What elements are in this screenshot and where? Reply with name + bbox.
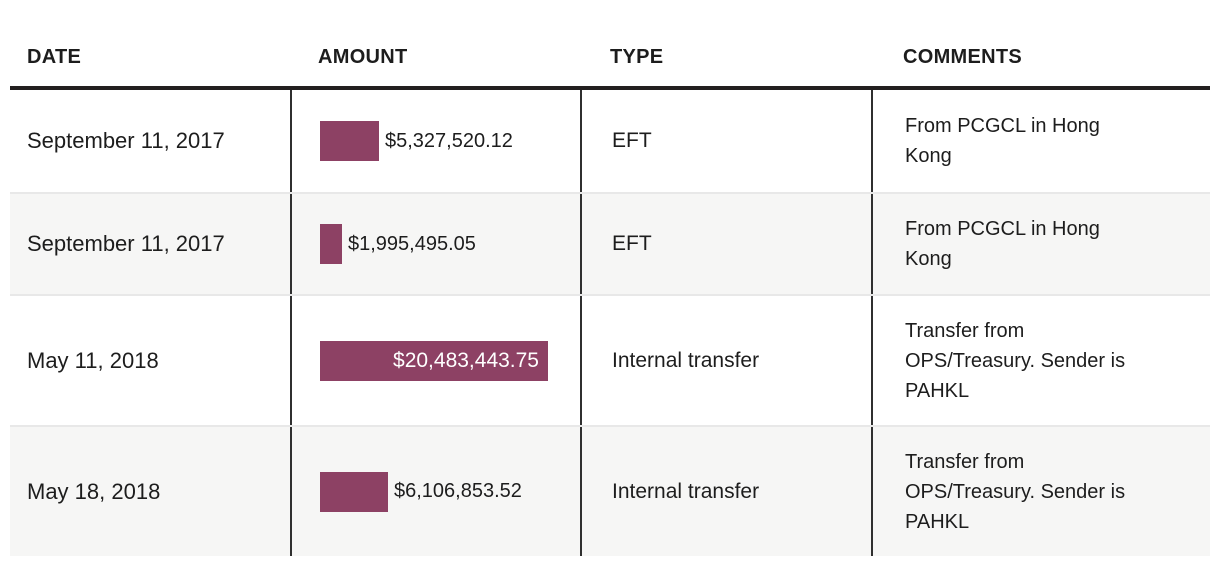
date-cell: September 11, 2017 — [10, 194, 290, 294]
comments-value: Transfer from OPS/Treasury. Sender is PA… — [905, 319, 1126, 402]
comments-value: From PCGCL in Hong Kong — [905, 218, 1100, 270]
date-cell: May 18, 2018 — [10, 427, 290, 556]
amount-cell: $5,327,520.12 $5,327,520.12 — [290, 90, 580, 192]
date-value: September 11, 2017 — [27, 128, 225, 153]
comments-cell: Transfer from OPS/Treasury. Sender is PA… — [871, 427, 1210, 556]
amount-bar-group: $1,995,495.05 $1,995,495.05 — [320, 224, 476, 264]
comments-cell: Transfer from OPS/Treasury. Sender is PA… — [871, 296, 1210, 425]
table-body: September 11, 2017 $5,327,520.12 $5,327,… — [10, 90, 1210, 556]
amount-bar: $6,106,853.52 — [320, 471, 388, 512]
date-cell: September 11, 2017 — [10, 90, 290, 192]
amount-cell: $20,483,443.75 $20,483,443.75 — [290, 296, 580, 425]
column-header-comments: COMMENTS — [903, 46, 1023, 68]
date-value: May 11, 2018 — [27, 347, 159, 373]
amount-value: $1,995,495.05 — [348, 232, 476, 255]
type-value: Internal transfer — [612, 348, 760, 372]
amount-value: $6,106,853.52 — [394, 480, 522, 502]
comments-cell: From PCGCL in Hong Kong — [871, 194, 1210, 294]
transactions-table: DATE AMOUNT TYPE COMMENTS September 11, … — [10, 0, 1210, 556]
amount-bar-group: $6,106,853.52 $6,106,853.52 — [320, 471, 522, 512]
amount-bar: $5,327,520.12 — [320, 121, 379, 161]
type-cell: Internal transfer — [580, 427, 871, 556]
column-header-type: TYPE — [610, 46, 664, 68]
amount-value: $5,327,520.12 — [385, 129, 513, 152]
amount-bar-group: $20,483,443.75 $20,483,443.75 — [320, 340, 548, 381]
amount-bar-group: $5,327,520.12 $5,327,520.12 — [320, 121, 513, 161]
type-value: EFT — [612, 129, 652, 152]
date-value: September 11, 2017 — [27, 231, 225, 256]
type-cell: EFT — [580, 90, 871, 192]
type-value: Internal transfer — [612, 479, 760, 503]
comments-value: From PCGCL in Hong Kong — [905, 115, 1100, 167]
table-row: May 11, 2018 $20,483,443.75 $20,483,443.… — [10, 294, 1210, 425]
amount-value: $20,483,443.75 — [393, 348, 539, 372]
amount-cell: $1,995,495.05 $1,995,495.05 — [290, 194, 580, 294]
table-header-row: DATE AMOUNT TYPE COMMENTS — [10, 0, 1210, 90]
table-row: September 11, 2017 $1,995,495.05 $1,995,… — [10, 192, 1210, 294]
amount-cell: $6,106,853.52 $6,106,853.52 — [290, 427, 580, 556]
amount-bar: $20,483,443.75 — [320, 340, 548, 381]
column-header-amount: AMOUNT — [318, 46, 408, 68]
date-value: May 18, 2018 — [27, 478, 161, 504]
type-value: EFT — [612, 232, 652, 255]
type-cell: Internal transfer — [580, 296, 871, 425]
comments-cell: From PCGCL in Hong Kong — [871, 90, 1210, 192]
column-header-date: DATE — [27, 46, 82, 68]
type-cell: EFT — [580, 194, 871, 294]
table-row: May 18, 2018 $6,106,853.52 $6,106,853.52… — [10, 425, 1210, 556]
amount-bar: $1,995,495.05 — [320, 224, 342, 264]
comments-value: Transfer from OPS/Treasury. Sender is PA… — [905, 450, 1126, 533]
date-cell: May 11, 2018 — [10, 296, 290, 425]
table-row: September 11, 2017 $5,327,520.12 $5,327,… — [10, 90, 1210, 192]
